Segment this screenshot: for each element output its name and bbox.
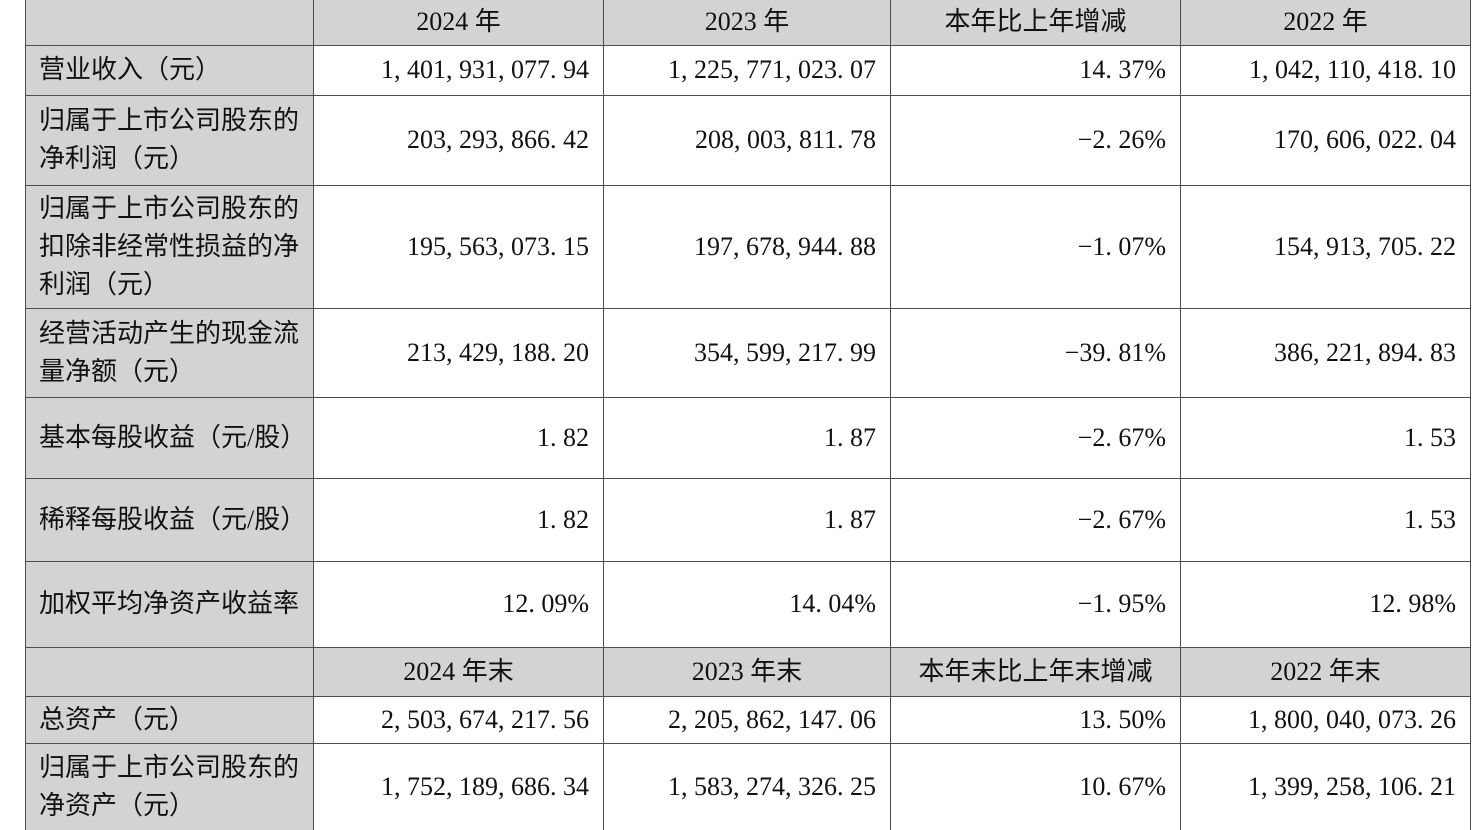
cell-2024: 1, 752, 189, 686. 34: [313, 742, 604, 830]
header-2023: 2023 年: [603, 0, 891, 46]
cell-2024: 1. 82: [313, 477, 604, 562]
cell-2024: 1, 401, 931, 077. 94: [313, 44, 604, 96]
cell-2022: 1, 399, 258, 106. 21: [1180, 742, 1471, 830]
cell-change: 10. 67%: [890, 742, 1181, 830]
header-row-annual: 2024 年 2023 年 本年比上年增减 2022 年: [25, 0, 1471, 46]
cell-2023: 14. 04%: [603, 560, 891, 648]
cell-label: 稀释每股收益（元/股）: [25, 477, 314, 562]
row-weighted-average-roe: 加权平均净资产收益率 12. 09% 14. 04% −1. 95% 12. 9…: [25, 560, 1471, 648]
cell-label: 归属于上市公司股东的净利润（元）: [25, 94, 314, 186]
row-deducted-net-profit: 归属于上市公司股东的扣除非经常性损益的净利润（元） 195, 563, 073.…: [25, 184, 1471, 309]
cell-2022: 386, 221, 894. 83: [1180, 307, 1471, 398]
cell-2023: 1. 87: [603, 477, 891, 562]
cell-2024: 2, 503, 674, 217. 56: [313, 695, 604, 744]
header-2024: 2024 年: [313, 0, 604, 46]
cell-label: 营业收入（元）: [25, 44, 314, 96]
cell-2022: 1. 53: [1180, 477, 1471, 562]
row-net-profit: 归属于上市公司股东的净利润（元） 203, 293, 866. 42 208, …: [25, 94, 1471, 186]
cell-2022: 1, 042, 110, 418. 10: [1180, 44, 1471, 96]
cell-2023: 2, 205, 862, 147. 06: [603, 695, 891, 744]
cell-change: −2. 67%: [890, 477, 1181, 562]
cell-label: 归属于上市公司股东的扣除非经常性损益的净利润（元）: [25, 184, 314, 309]
cell-label: 经营活动产生的现金流量净额（元）: [25, 307, 314, 398]
header-2023-end: 2023 年末: [603, 646, 891, 697]
cell-2024: 213, 429, 188. 20: [313, 307, 604, 398]
header-yoy-change: 本年比上年增减: [890, 0, 1181, 46]
row-net-assets: 归属于上市公司股东的净资产（元） 1, 752, 189, 686. 34 1,…: [25, 742, 1471, 830]
cell-2023: 1. 87: [603, 396, 891, 479]
cell-change: −1. 07%: [890, 184, 1181, 309]
financial-summary-table: 2024 年 2023 年 本年比上年增减 2022 年 营业收入（元） 1, …: [25, 0, 1471, 830]
header-2022: 2022 年: [1180, 0, 1471, 46]
cell-change: −2. 67%: [890, 396, 1181, 479]
row-diluted-eps: 稀释每股收益（元/股） 1. 82 1. 87 −2. 67% 1. 53: [25, 477, 1471, 562]
cell-change: −1. 95%: [890, 560, 1181, 648]
cell-2023: 1, 583, 274, 326. 25: [603, 742, 891, 830]
header-2024-end: 2024 年末: [313, 646, 604, 697]
cell-2022: 1. 53: [1180, 396, 1471, 479]
cell-2022: 154, 913, 705. 22: [1180, 184, 1471, 309]
cell-label: 总资产（元）: [25, 695, 314, 744]
cell-2024: 195, 563, 073. 15: [313, 184, 604, 309]
cell-2022: 1, 800, 040, 073. 26: [1180, 695, 1471, 744]
cell-change: 13. 50%: [890, 695, 1181, 744]
header-2022-end: 2022 年末: [1180, 646, 1471, 697]
cell-label: 基本每股收益（元/股）: [25, 396, 314, 479]
cell-2023: 1, 225, 771, 023. 07: [603, 44, 891, 96]
header-year-end-change: 本年末比上年末增减: [890, 646, 1181, 697]
cell-2024: 1. 82: [313, 396, 604, 479]
cell-change: −2. 26%: [890, 94, 1181, 186]
row-basic-eps: 基本每股收益（元/股） 1. 82 1. 87 −2. 67% 1. 53: [25, 396, 1471, 479]
cell-2022: 170, 606, 022. 04: [1180, 94, 1471, 186]
cell-2023: 208, 003, 811. 78: [603, 94, 891, 186]
row-revenue: 营业收入（元） 1, 401, 931, 077. 94 1, 225, 771…: [25, 44, 1471, 96]
cell-2023: 354, 599, 217. 99: [603, 307, 891, 398]
cell-2023: 197, 678, 944. 88: [603, 184, 891, 309]
cell-2024: 12. 09%: [313, 560, 604, 648]
row-operating-cash-flow: 经营活动产生的现金流量净额（元） 213, 429, 188. 20 354, …: [25, 307, 1471, 398]
cell-label: 归属于上市公司股东的净资产（元）: [25, 742, 314, 830]
cell-label: 加权平均净资产收益率: [25, 560, 314, 648]
header-row-year-end: 2024 年末 2023 年末 本年末比上年末增减 2022 年末: [25, 646, 1471, 697]
cell-2022: 12. 98%: [1180, 560, 1471, 648]
cell-change: 14. 37%: [890, 44, 1181, 96]
header-blank: [25, 0, 314, 46]
cell-2024: 203, 293, 866. 42: [313, 94, 604, 186]
row-total-assets: 总资产（元） 2, 503, 674, 217. 56 2, 205, 862,…: [25, 695, 1471, 744]
cell-change: −39. 81%: [890, 307, 1181, 398]
header-blank: [25, 646, 314, 697]
